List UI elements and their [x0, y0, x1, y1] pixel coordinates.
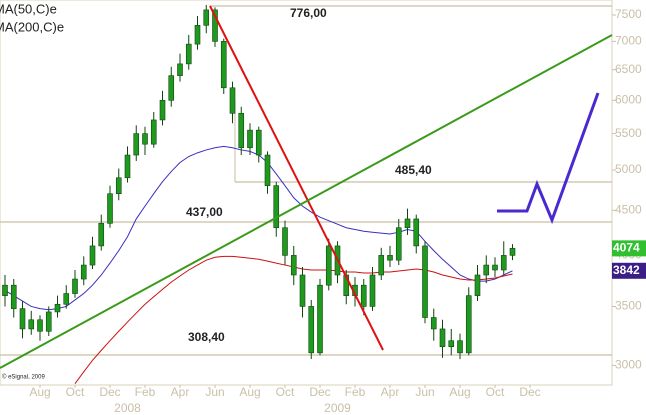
last-value-label: 4074	[613, 241, 640, 255]
candle-body	[273, 185, 280, 229]
candle-body	[10, 284, 17, 309]
y-tick-label: 3500	[615, 299, 642, 313]
y-tick-label: 5500	[615, 126, 642, 140]
candle-body	[133, 133, 140, 156]
y-tick-label: 7000	[615, 34, 642, 48]
candle-body	[98, 223, 105, 247]
source: © eSignal, 2009	[2, 374, 45, 381]
x-tick-label: Aug	[449, 385, 470, 399]
candle-body	[80, 264, 87, 280]
candle-body	[28, 319, 35, 330]
candle-body	[395, 227, 402, 261]
last-value-box	[612, 240, 646, 257]
candle-body	[282, 227, 288, 256]
last-value-box	[612, 262, 646, 279]
candle-body	[500, 255, 507, 271]
legend-entry: MA(50,C)e	[0, 1, 57, 16]
x-tick-label: Feb	[345, 385, 366, 399]
candle-body	[264, 154, 271, 186]
trend-line	[0, 34, 613, 369]
candle-body	[369, 274, 376, 307]
candle-body	[290, 255, 297, 276]
candle-body	[63, 293, 70, 305]
candle-body	[430, 317, 437, 330]
x-tick-label: Feb	[135, 385, 156, 399]
x-tick-label: Jun	[415, 385, 434, 399]
x-group-label: 2009	[324, 401, 351, 415]
candle-body	[185, 43, 192, 65]
annotation: 308,40	[188, 330, 225, 344]
candle-body	[229, 87, 236, 114]
y-tick-label: 3000	[615, 358, 642, 372]
annotation: 776,00	[290, 6, 327, 20]
x-tick-label: Aug	[239, 385, 260, 399]
x-tick-label: Oct	[486, 385, 505, 399]
candle-body	[89, 245, 96, 266]
candle-body	[203, 9, 210, 26]
candle-body	[387, 255, 393, 261]
x-tick-label: Dec	[519, 385, 540, 399]
candle-body	[413, 218, 420, 247]
candle-body	[492, 264, 498, 271]
candle-body	[308, 306, 315, 354]
candle-body	[360, 284, 367, 307]
candle-body	[404, 218, 411, 229]
candle-body	[325, 245, 332, 286]
candle-body	[150, 119, 157, 145]
candle-body	[37, 319, 43, 332]
x-group-label: 2008	[114, 401, 141, 415]
candle-body	[72, 278, 78, 294]
y-tick-label: 6500	[615, 62, 642, 76]
annotation: 485,40	[395, 163, 432, 177]
y-tick-label: 6000	[615, 92, 642, 106]
candle-body	[212, 9, 218, 42]
candle-body	[159, 100, 166, 121]
candle-body	[220, 41, 227, 89]
candle-body	[378, 255, 385, 276]
x-tick-label: Dec	[99, 385, 120, 399]
trend-line	[209, 5, 384, 351]
marks	[2, 4, 516, 384]
candle-body	[474, 274, 481, 296]
candle-body	[115, 177, 122, 195]
candle-body	[509, 248, 516, 256]
candle-body	[247, 129, 253, 149]
x-tick-label: Apr	[381, 385, 400, 399]
candle-body	[45, 311, 52, 332]
candle-body	[124, 154, 131, 179]
candle-body	[422, 245, 428, 318]
candle-body	[317, 284, 323, 354]
candle-body	[255, 129, 262, 156]
candle-body	[19, 308, 26, 330]
x-tick-label: Oct	[66, 385, 85, 399]
candle-body	[465, 295, 472, 354]
candle-body	[107, 193, 113, 224]
candle-body	[54, 303, 61, 313]
y-tick-label: 4500	[615, 203, 642, 217]
candle-body	[194, 25, 201, 45]
projection-line	[497, 92, 600, 225]
candle-body	[299, 274, 306, 307]
x-tick-label: Oct	[276, 385, 295, 399]
candle-body	[2, 284, 8, 296]
plot-frame	[0, 0, 613, 386]
candle-body	[238, 112, 245, 149]
candle-body	[448, 340, 455, 348]
legend-entry: MA(200,C)e	[0, 19, 64, 34]
candle-body	[142, 133, 148, 145]
x-tick-label: Aug	[29, 385, 50, 399]
last-value-label: 3842	[613, 263, 640, 277]
x-tick-label: Jun	[205, 385, 224, 399]
x-tick-label: Dec	[309, 385, 330, 399]
candle-body	[483, 264, 490, 276]
y-tick-label: 5000	[615, 162, 642, 176]
annotation: 437,00	[186, 205, 223, 219]
y-tick-label: 7500	[615, 7, 642, 21]
candle-body	[457, 340, 463, 354]
candle-body	[177, 63, 183, 76]
candle-body	[439, 328, 446, 348]
x-tick-label: Apr	[171, 385, 190, 399]
candle-body	[168, 75, 175, 101]
